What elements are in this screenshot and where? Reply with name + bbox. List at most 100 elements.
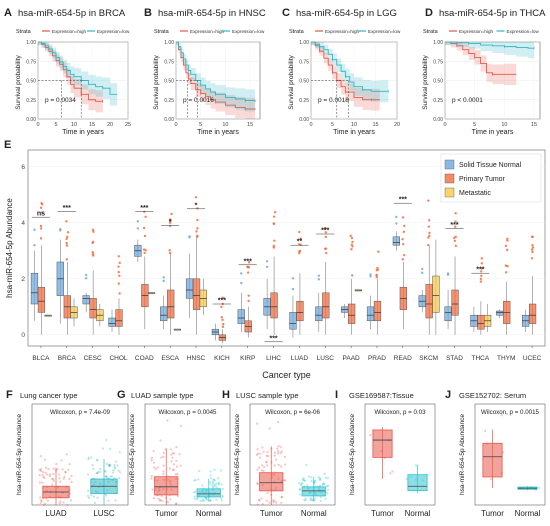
significance-label: *** — [399, 197, 407, 204]
data-point — [110, 475, 114, 478]
outlier-point — [531, 246, 535, 249]
data-point — [256, 482, 259, 485]
outlier-point — [240, 281, 243, 285]
data-point — [175, 465, 179, 468]
data-point — [112, 469, 115, 472]
outlier-point — [506, 265, 509, 268]
x-tick-label: 0 — [443, 122, 446, 128]
significance-label: *** — [218, 298, 226, 305]
data-point — [489, 478, 493, 481]
data-point — [92, 495, 96, 498]
outlier-point — [401, 243, 405, 246]
data-point — [265, 461, 268, 464]
box — [477, 314, 485, 330]
data-point — [91, 464, 94, 467]
data-point — [62, 501, 65, 504]
x-tick-label: 5 — [473, 122, 476, 128]
outlier-point — [144, 249, 147, 252]
outlier-point — [272, 222, 276, 226]
x-tick-label: 10 — [222, 122, 228, 128]
outlier-point — [117, 265, 120, 268]
data-point — [215, 482, 218, 485]
data-point — [87, 489, 90, 492]
x-tick-label: 20 — [394, 122, 400, 128]
outlier-point — [246, 266, 250, 269]
panel-letter: J — [445, 389, 451, 401]
data-point — [211, 480, 214, 484]
confidence-band — [176, 42, 256, 114]
y-tick-label: 1.00 — [299, 40, 309, 46]
data-point — [43, 502, 47, 505]
data-point — [298, 482, 301, 485]
data-point — [152, 449, 155, 453]
data-point — [322, 481, 325, 485]
boxplot-panel-h: H LUSC sample type hsa-miR-654-5p Abundanc… — [222, 389, 336, 518]
data-point — [323, 482, 326, 486]
boxplot-panel-g: G LUAD sample type hsa-miR-654-5p Abundanc… — [117, 389, 231, 518]
data-point — [215, 498, 218, 501]
data-point — [217, 482, 220, 485]
data-point — [193, 491, 196, 494]
box — [185, 278, 194, 299]
data-point — [39, 454, 42, 458]
outlier-point — [506, 237, 509, 241]
x-tick-label: Tumor — [371, 509, 394, 518]
x-tick-label: READ — [394, 355, 412, 362]
outlier-point — [350, 248, 353, 251]
confidence-band — [38, 42, 118, 107]
data-point — [179, 464, 182, 467]
x-tick-label: 0 — [174, 122, 177, 128]
outlier-point — [395, 215, 398, 219]
data-point — [273, 454, 276, 457]
outlier-point — [169, 219, 172, 222]
data-point — [321, 483, 325, 486]
data-point — [172, 463, 175, 466]
data-point — [171, 468, 174, 472]
panel-letter: C — [282, 7, 290, 19]
p-value: p = 0.0018 — [318, 97, 349, 104]
data-point — [198, 470, 201, 473]
x-axis-label: Time in years — [62, 129, 104, 136]
x-tick-label: LUSC — [317, 355, 335, 362]
y-axis-label: hsa-miR-654-5p Abundance — [129, 414, 136, 495]
data-point — [162, 470, 165, 473]
data-point — [96, 496, 99, 499]
data-point — [170, 460, 173, 463]
data-point — [306, 484, 309, 487]
data-point — [205, 498, 209, 501]
panel-letter: E — [4, 139, 11, 151]
data-point — [304, 499, 307, 502]
outlier-point — [196, 234, 199, 238]
outlier-point — [299, 237, 303, 240]
plot-area — [27, 149, 546, 347]
data-point — [151, 488, 154, 491]
data-point — [41, 481, 44, 484]
data-point — [69, 499, 73, 502]
data-point — [96, 471, 100, 474]
outlier-point — [92, 230, 95, 233]
significance-label: * — [195, 202, 198, 209]
outlier-point — [401, 258, 405, 261]
data-point — [221, 494, 224, 497]
outlier-point — [33, 243, 36, 247]
data-point — [220, 469, 223, 472]
data-point — [44, 471, 47, 474]
data-point — [40, 500, 43, 503]
data-point — [157, 497, 160, 500]
data-point — [275, 501, 278, 504]
outlier-point — [118, 274, 121, 277]
outlier-point — [377, 250, 380, 253]
x-tick-label: HNSC — [187, 355, 206, 362]
data-point — [86, 473, 90, 476]
outlier-point — [395, 222, 398, 225]
data-point — [256, 448, 259, 451]
data-point — [118, 477, 121, 480]
data-point — [202, 499, 206, 502]
panel-title: hsa-miR-654-5p in BRCA — [18, 8, 126, 19]
outlier-point — [66, 235, 69, 239]
outlier-point — [427, 236, 430, 239]
data-point — [261, 464, 264, 467]
data-point — [43, 458, 47, 461]
data-point — [58, 477, 61, 480]
